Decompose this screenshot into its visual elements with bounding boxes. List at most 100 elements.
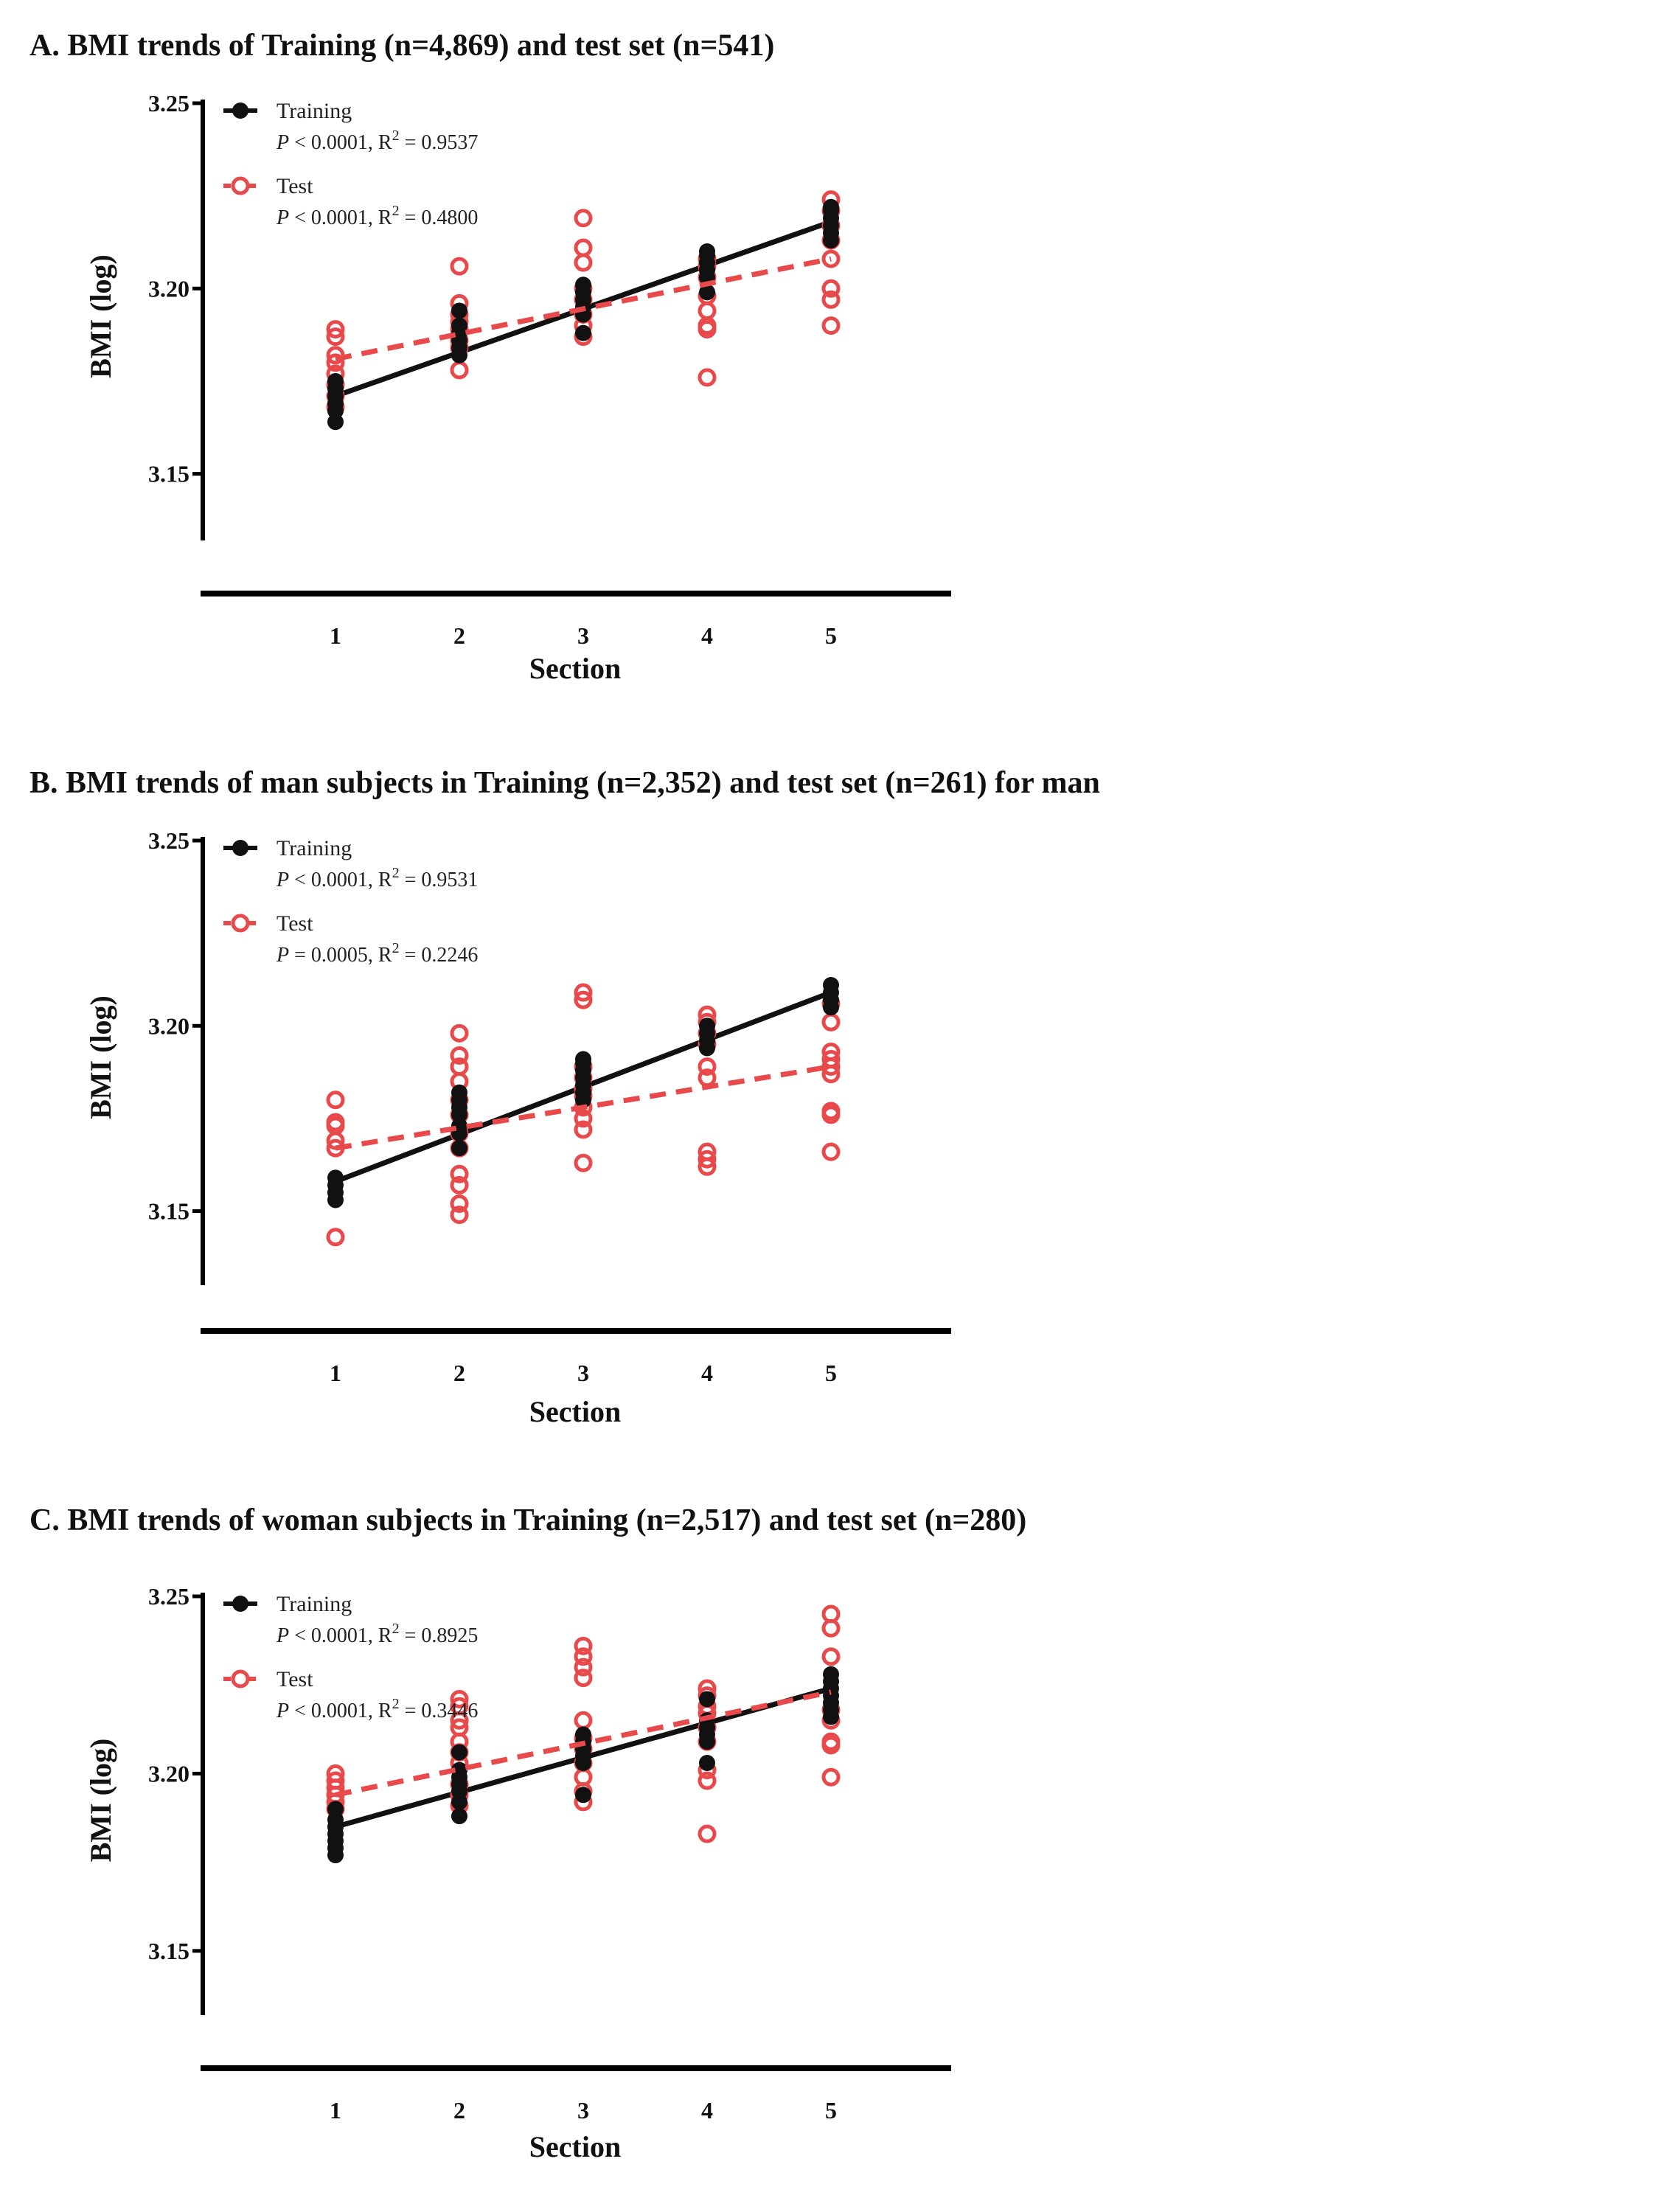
training-point (575, 1726, 591, 1743)
test-point (698, 1142, 717, 1161)
x-tick-label: 3 (577, 1360, 589, 1386)
test-point (450, 1046, 469, 1065)
legend-test-sup: 2 (392, 203, 400, 219)
test-point (450, 1023, 469, 1043)
legend-training-stat: < 0.0001, R (289, 1624, 392, 1647)
legend-test-r2: = 0.4800 (400, 206, 479, 229)
test-point (574, 1153, 593, 1172)
legend-training-label: Training (276, 836, 352, 860)
y-tick-label: 3.15 (148, 1938, 189, 1964)
legend-training-label: Training (276, 1592, 352, 1616)
y-tick-label: 3.20 (148, 1012, 189, 1039)
training-point (823, 1666, 839, 1683)
legend-training-r2: = 0.8925 (400, 1624, 479, 1647)
legend-training-sup: 2 (392, 865, 400, 881)
panel-a-title: A. BMI trends of Training (n=4,869) and … (29, 29, 775, 63)
legend-training-stat: < 0.0001, R (289, 131, 392, 154)
legend-training-stats: P < 0.0001, R2 = 0.9537 (276, 128, 478, 154)
legend-test-marker (231, 1669, 250, 1688)
legend-test-stat: < 0.0001, R (289, 1700, 392, 1722)
test-fit-line (335, 1064, 832, 1151)
legend-training-marker (232, 1596, 248, 1612)
legend-test-sup: 2 (392, 1696, 400, 1712)
test-point (821, 1647, 841, 1666)
test-point (698, 301, 717, 320)
test-point (574, 1711, 593, 1730)
x-tick-label: 3 (577, 2097, 589, 2124)
test-point (698, 1150, 717, 1169)
test-point (450, 1175, 469, 1194)
test-point (821, 249, 841, 268)
test-point (450, 1718, 469, 1737)
test-fit-line (335, 1689, 832, 1798)
test-point (326, 1771, 345, 1790)
legend-training-marker (232, 840, 248, 856)
test-point (326, 1228, 345, 1247)
legend-test-sup: 2 (392, 940, 400, 956)
test-point (450, 1689, 469, 1708)
test-point (574, 990, 593, 1009)
panel-c-title: C. BMI trends of woman subjects in Train… (29, 1503, 1027, 1537)
y-tick-label: 3.25 (148, 1583, 189, 1610)
legend-training-marker (232, 102, 248, 119)
test-point (574, 1647, 593, 1666)
legend-training-r2: = 0.9531 (400, 869, 479, 891)
legend-test-marker (231, 914, 250, 933)
y-tick-label: 3.20 (148, 1760, 189, 1787)
test-point (574, 1120, 593, 1139)
test-point (574, 1669, 593, 1688)
legend-training-stat: < 0.0001, R (289, 869, 392, 891)
training-point (575, 324, 591, 341)
test-point (326, 320, 345, 339)
test-point (821, 1604, 841, 1624)
test-point (450, 1697, 469, 1716)
x-tick-label: 1 (330, 622, 341, 649)
test-point (574, 238, 593, 257)
training-point (327, 1801, 344, 1818)
test-point (450, 257, 469, 276)
chart-b: 3.15 3.20 3.25 1 2 3 4 5 Section BMI (log) Trainin… (84, 827, 951, 1428)
test-point (821, 1142, 841, 1161)
chart-c: 3.15 3.20 3.25 1 2 3 4 5 Section BMI (log) Trainin… (84, 1583, 951, 2163)
training-point (451, 1140, 467, 1157)
test-point (821, 316, 841, 335)
test-point (574, 253, 593, 272)
legend-test-label: Test (276, 1667, 313, 1691)
x-tick-label: 1 (330, 2097, 341, 2124)
legend-test-label: Test (276, 911, 313, 936)
legend-test-p: P (276, 206, 289, 229)
x-tick-label: 3 (577, 622, 589, 649)
legend-training-p: P (276, 1624, 289, 1647)
test-point (698, 1057, 717, 1077)
y-tick-label: 3.25 (148, 90, 189, 116)
legend-test-r2: = 0.3446 (400, 1700, 479, 1722)
test-point (450, 1194, 469, 1214)
legend-test-stats: P < 0.0001, R2 = 0.4800 (276, 203, 478, 229)
x-axis-label: Section (529, 1395, 621, 1428)
x-tick-label: 2 (453, 622, 465, 649)
x-tick-label: 2 (453, 1360, 465, 1386)
panel-a: A. BMI trends of Training (n=4,869) and … (0, 0, 1659, 737)
x-axis-label: Section (529, 652, 621, 685)
legend-test-stat: = 0.0005, R (289, 944, 392, 967)
y-tick-label: 3.20 (148, 275, 189, 302)
training-point (699, 1755, 715, 1772)
legend-test-stat: < 0.0001, R (289, 206, 392, 229)
test-point (574, 1109, 593, 1128)
test-point (574, 1636, 593, 1655)
test-point (326, 353, 345, 372)
legend-test-p: P (276, 944, 289, 967)
test-point (450, 361, 469, 380)
test-point (821, 1042, 841, 1061)
y-tick-label: 3.15 (148, 1198, 189, 1225)
x-tick-label: 5 (825, 1360, 837, 1386)
test-point (821, 1732, 841, 1751)
legend-training-stats: P < 0.0001, R2 = 0.9531 (276, 865, 478, 891)
test-point (326, 1113, 345, 1132)
test-point (698, 1771, 717, 1790)
chart-a: 3.15 3.20 3.25 1 2 3 4 5 Section BMI (log) Trainin… (84, 90, 951, 685)
y-axis-label: BMI (log) (84, 254, 117, 378)
test-point (821, 1050, 841, 1069)
